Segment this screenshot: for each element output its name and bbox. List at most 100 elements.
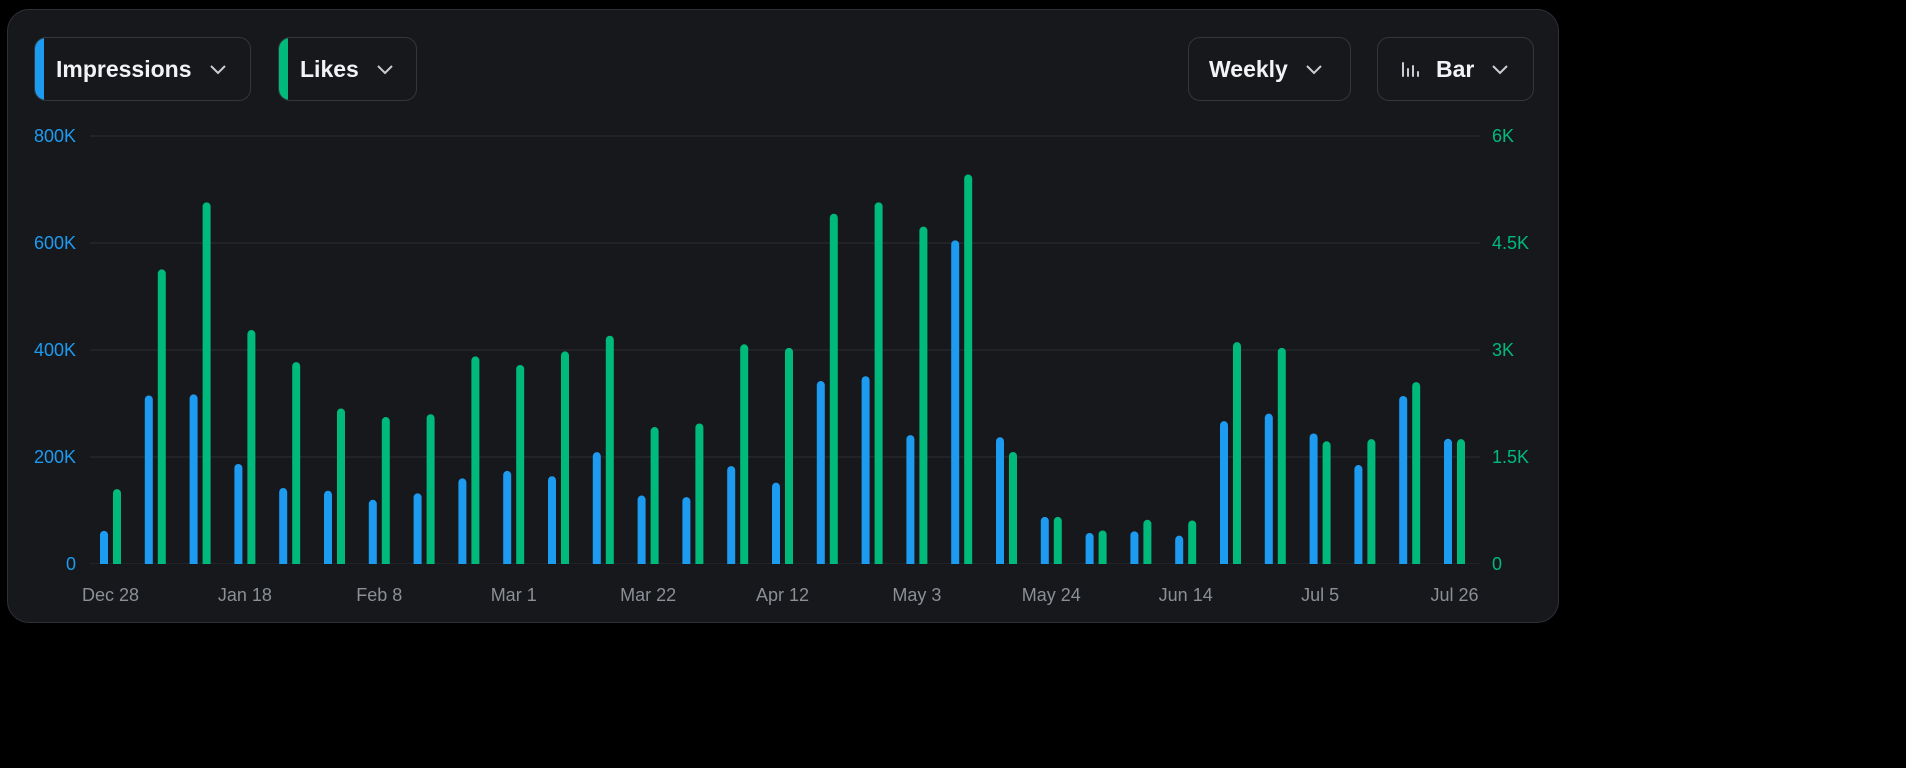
likes-bar	[1188, 520, 1197, 568]
y-left-tick-label: 0	[66, 554, 76, 574]
y-right-tick-label: 6K	[1492, 126, 1514, 146]
impressions-bar	[458, 478, 467, 568]
impressions-bar	[906, 435, 915, 568]
impressions-bar	[1354, 465, 1363, 568]
bar-chart-icon	[1402, 62, 1419, 77]
likes-bar	[1009, 452, 1017, 568]
likes-bar	[874, 202, 883, 568]
impressions-bar	[324, 490, 332, 568]
likes-bar	[113, 489, 121, 568]
likes-bar	[337, 408, 345, 568]
impressions-bar	[368, 499, 377, 568]
metric2-label: Likes	[300, 55, 359, 82]
y-left-tick-label: 400K	[34, 340, 76, 360]
chart-type-dropdown[interactable]: Bar	[1377, 37, 1534, 101]
likes-bar	[605, 335, 614, 568]
likes-bar	[964, 174, 973, 568]
impressions-bar	[1264, 413, 1273, 568]
metric1-color-swatch	[35, 38, 44, 100]
metric2-color-swatch	[279, 38, 288, 100]
metric1-label: Impressions	[56, 55, 192, 82]
y-left-tick-label: 200K	[34, 447, 76, 467]
y-right-tick-label: 1.5K	[1492, 447, 1529, 467]
impressions-bar	[637, 495, 646, 568]
likes-bar	[426, 414, 435, 568]
y-right-tick-label: 3K	[1492, 340, 1514, 360]
impressions-bar	[816, 381, 825, 568]
x-tick-label: Feb 8	[356, 585, 402, 605]
likes-bar	[740, 344, 749, 568]
period-label: Weekly	[1209, 55, 1288, 82]
impressions-bar	[861, 376, 870, 568]
x-tick-label: Jun 14	[1159, 585, 1213, 605]
likes-bar	[157, 269, 166, 568]
likes-bar	[919, 226, 928, 569]
baseline-mask	[90, 564, 1480, 570]
chevron-down-icon	[1492, 65, 1509, 75]
impressions-bar	[996, 437, 1004, 568]
impressions-bar	[234, 463, 243, 568]
analytics-card	[7, 9, 1559, 623]
likes-bar	[247, 330, 256, 568]
x-tick-label: Apr 12	[756, 585, 809, 605]
x-tick-label: Mar 22	[620, 585, 676, 605]
chevron-down-icon	[377, 65, 393, 75]
impressions-bar	[1444, 438, 1452, 568]
impressions-bar	[1085, 532, 1094, 568]
impressions-bar	[951, 240, 960, 568]
period-dropdown[interactable]: Weekly	[1188, 37, 1351, 101]
likes-bar	[381, 417, 390, 568]
y-right-tick-label: 0	[1492, 554, 1502, 574]
likes-bar	[1098, 530, 1107, 568]
likes-bar	[1143, 519, 1152, 568]
impressions-bar	[548, 476, 556, 568]
impressions-bar	[189, 394, 198, 568]
impressions-bar	[1309, 433, 1318, 568]
impressions-bar	[1220, 421, 1228, 568]
likes-bar	[1322, 441, 1331, 568]
likes-bar	[785, 347, 793, 568]
x-tick-label: May 3	[892, 585, 941, 605]
impressions-bar	[727, 466, 736, 568]
impressions-bar	[144, 395, 153, 568]
impressions-bar	[503, 470, 512, 568]
x-tick-label: Dec 28	[82, 585, 139, 605]
likes-bar	[1053, 516, 1062, 568]
likes-bar	[202, 202, 211, 568]
likes-bar	[1412, 382, 1421, 568]
likes-bar	[829, 213, 838, 568]
bar-chart: 0 0 200K 1.5K 400K 3K 600K 4.5K 800K 6K Dec 28 Jan …	[34, 126, 1529, 605]
y-left-tick-label: 800K	[34, 126, 76, 146]
impressions-bar	[1399, 396, 1408, 568]
metric2-dropdown[interactable]: Likes	[278, 37, 417, 101]
likes-bar	[561, 351, 569, 568]
y-right-tick-label: 4.5K	[1492, 233, 1529, 253]
x-tick-label: Jul 26	[1430, 585, 1478, 605]
impressions-bar	[413, 493, 422, 568]
chevron-down-icon	[1306, 65, 1322, 75]
likes-bar	[292, 362, 301, 568]
x-tick-label: May 24	[1022, 585, 1081, 605]
metric1-dropdown[interactable]: Impressions	[34, 37, 251, 101]
y-left-tick-label: 600K	[34, 233, 76, 253]
likes-bar	[1277, 347, 1286, 568]
likes-bar	[516, 364, 525, 568]
impressions-bar	[772, 482, 780, 568]
likes-bar	[650, 427, 659, 568]
likes-bar	[1367, 439, 1376, 568]
impressions-bar	[682, 497, 691, 568]
likes-bar	[471, 356, 480, 568]
impressions-bar	[279, 488, 288, 568]
likes-bar	[695, 423, 704, 568]
likes-bar	[1457, 439, 1465, 568]
x-tick-label: Jan 18	[218, 585, 272, 605]
impressions-bar	[1130, 531, 1139, 568]
impressions-bar	[592, 452, 601, 568]
x-tick-label: Mar 1	[491, 585, 537, 605]
chart-type-label: Bar	[1436, 55, 1475, 82]
impressions-bar	[1175, 535, 1184, 568]
impressions-bar	[100, 530, 108, 568]
chevron-down-icon	[209, 65, 226, 75]
x-tick-label: Jul 5	[1301, 585, 1339, 605]
impressions-bar	[1040, 516, 1049, 568]
